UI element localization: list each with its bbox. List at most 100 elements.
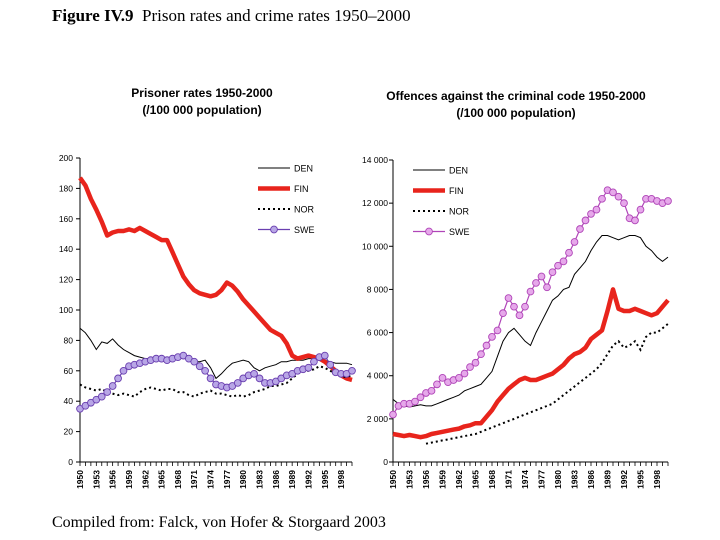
data-point-fin [403, 435, 405, 437]
y-tick-label: 2 000 [367, 414, 389, 424]
data-point-nor [275, 385, 277, 387]
data-point-fin [237, 291, 239, 293]
data-point-nor [656, 332, 658, 334]
x-tick-label: 1995 [320, 470, 330, 489]
y-tick-label: 160 [59, 214, 73, 224]
data-point-swe [504, 294, 513, 302]
y-tick-label: 100 [59, 305, 73, 315]
data-point-fin [442, 431, 444, 433]
data-point-fin [502, 394, 504, 396]
data-point-fin [453, 429, 455, 431]
y-tick-label: 20 [64, 427, 74, 437]
data-point-den [420, 404, 422, 406]
data-point-nor [101, 388, 103, 390]
x-tick-label: 1953 [91, 470, 101, 489]
data-point-den [574, 274, 576, 276]
data-point-nor [574, 386, 576, 388]
data-point-nor [117, 394, 119, 396]
data-point-nor [568, 390, 570, 392]
data-point-swe [255, 374, 264, 383]
data-point-nor [607, 353, 609, 355]
data-point-den [634, 235, 636, 237]
data-point-den [436, 403, 438, 405]
data-point-fin [291, 355, 293, 357]
legend-marker-swe [270, 225, 278, 234]
data-point-den [112, 338, 114, 340]
x-tick-label: 1971 [504, 470, 514, 489]
data-point-nor [264, 388, 266, 390]
data-point-nor [324, 367, 326, 369]
data-point-den [226, 367, 228, 369]
data-point-den [302, 359, 304, 361]
data-point-nor [425, 443, 427, 445]
data-point-nor [253, 391, 255, 393]
chart-2: Offences against the criminal code 1950-… [362, 89, 672, 489]
data-point-swe [460, 369, 469, 378]
data-point-swe [389, 410, 397, 419]
y-tick-label: 14 000 [362, 155, 388, 165]
data-point-nor [313, 368, 315, 370]
data-point-nor [79, 384, 81, 386]
data-point-nor [469, 434, 471, 436]
data-point-nor [590, 373, 592, 375]
data-point-swe [326, 360, 335, 369]
data-point-fin [161, 239, 163, 241]
data-point-fin [346, 378, 348, 380]
data-point-den [346, 362, 348, 364]
x-tick-label: 1956 [108, 470, 118, 489]
data-point-nor [508, 420, 510, 422]
data-point-swe [592, 205, 601, 214]
series-line-den [79, 327, 353, 380]
data-point-fin [96, 209, 98, 211]
x-tick-label: 1962 [140, 470, 150, 489]
data-point-swe [348, 366, 356, 375]
data-point-fin [144, 230, 146, 232]
data-point-fin [351, 379, 353, 381]
data-point-swe [548, 268, 557, 277]
data-point-nor [90, 388, 92, 390]
data-point-nor [280, 384, 282, 386]
data-point-swe [455, 374, 463, 382]
series-fin [78, 176, 353, 383]
x-tick-label: 1998 [652, 470, 662, 489]
x-tick-label: 1959 [438, 470, 448, 489]
data-point-nor [226, 394, 228, 396]
data-point-fin [177, 264, 179, 266]
x-tick-label: 1986 [586, 470, 596, 489]
data-point-den [232, 362, 234, 364]
data-point-den [96, 349, 98, 351]
data-point-swe [201, 366, 209, 375]
data-point-nor [150, 387, 152, 389]
data-point-swe [488, 333, 496, 341]
data-point-den [585, 261, 587, 263]
data-point-fin [215, 294, 217, 296]
data-point-fin [596, 334, 598, 336]
data-point-fin [204, 294, 206, 296]
data-point-fin [667, 299, 669, 301]
data-point-nor [464, 435, 466, 437]
series-line-nor [425, 323, 669, 445]
data-point-swe [515, 311, 524, 320]
data-point-den [106, 343, 108, 345]
data-point-fin [568, 358, 570, 360]
data-point-fin [612, 289, 614, 291]
data-point-swe [614, 192, 623, 201]
y-tick-label: 80 [64, 335, 74, 345]
data-point-den [656, 256, 658, 258]
data-point-fin [313, 356, 315, 358]
data-point-swe [576, 225, 584, 233]
legend: DEN FIN NOR SWE [258, 164, 315, 235]
data-point-nor [351, 375, 353, 377]
data-point-den [519, 334, 521, 336]
data-point-fin [469, 425, 471, 427]
data-point-nor [319, 365, 321, 367]
data-point-nor [585, 377, 587, 379]
data-point-fin [79, 177, 81, 179]
data-point-nor [166, 388, 168, 390]
data-point-nor [541, 407, 543, 409]
y-tick-label: 0 [383, 457, 388, 467]
data-point-fin [188, 283, 190, 285]
data-point-nor [563, 394, 565, 396]
y-tick-label: 0 [68, 457, 73, 467]
data-point-nor [535, 409, 537, 411]
